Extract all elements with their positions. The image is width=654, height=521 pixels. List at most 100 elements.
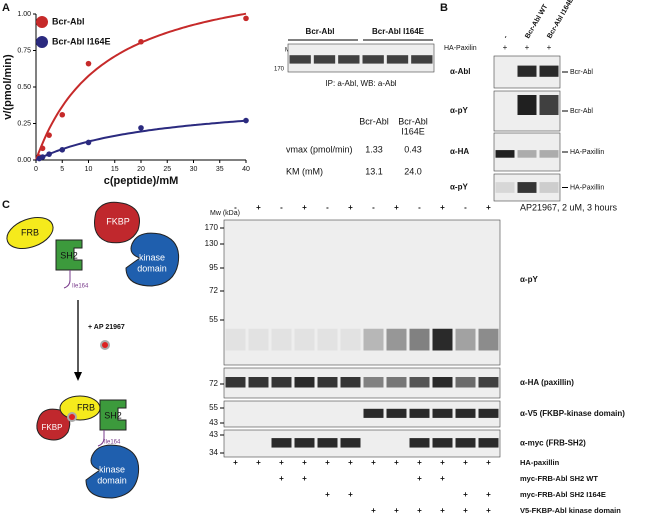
diagram-shapes: [6, 201, 180, 499]
mw-marker: 72: [209, 379, 218, 388]
data-point: [46, 132, 52, 138]
band: [409, 438, 430, 448]
data-point: [243, 117, 249, 124]
condition-label: myc-FRB-Abl SH2 WT: [520, 474, 598, 483]
panel-letter: B: [440, 2, 448, 14]
drug-label: + AP 21967: [88, 324, 125, 331]
x-tick-label: 35: [216, 166, 224, 173]
panel-letter: A: [2, 2, 10, 14]
band: [539, 95, 559, 115]
condition-mark: +: [233, 458, 238, 467]
x-tick-label: 10: [85, 166, 93, 173]
band: [409, 408, 430, 418]
data-point: [59, 146, 66, 153]
domain-label: FKBP: [42, 423, 63, 432]
drug-mark: +: [348, 203, 353, 212]
domain-label: FKBP: [106, 216, 130, 226]
band: [340, 377, 361, 388]
blot: [223, 367, 501, 399]
band: [539, 65, 559, 77]
band: [386, 377, 407, 388]
condition-mark: +: [371, 458, 376, 467]
band: [294, 377, 315, 388]
band: [289, 55, 311, 64]
legend-marker: [36, 16, 48, 28]
band: [495, 150, 515, 158]
row-label: KM (mM): [286, 166, 323, 176]
condition-mark: +: [348, 458, 353, 467]
y-tick-label: 1.00: [17, 11, 31, 18]
condition-mark: +: [256, 458, 261, 467]
band: [495, 182, 515, 193]
domain-label: domain: [137, 263, 167, 273]
condition-mark: +: [302, 458, 307, 467]
antibody-label: α-V5 (FKBP-kinase domain): [520, 409, 625, 418]
mw-marker: 43: [209, 418, 218, 427]
data-point: [46, 151, 52, 157]
band: [478, 328, 499, 351]
band: [455, 408, 476, 418]
band: [432, 438, 453, 448]
band: [225, 328, 246, 351]
condition-mark: +: [325, 490, 330, 499]
condition-mark: +: [463, 458, 468, 467]
band: [517, 65, 537, 77]
y-tick-label: 0.50: [17, 84, 31, 91]
band: [517, 182, 537, 193]
panel-letter: C: [2, 199, 10, 211]
band: [271, 438, 292, 448]
x-tick-label: 15: [111, 166, 119, 173]
antibody-label: α-pY: [520, 275, 538, 284]
band-label: HA-Paxillin: [570, 149, 604, 156]
data-point: [85, 139, 92, 146]
drug-mark: -: [372, 203, 375, 212]
drug-label: AP21967, 2 uM, 3 hours: [520, 202, 618, 212]
drug-mark: -: [464, 203, 467, 212]
mw-marker: 95: [209, 263, 218, 272]
x-tick-label: 20: [137, 166, 145, 173]
treatment-mark: +: [547, 43, 552, 52]
band: [294, 438, 315, 448]
condition-mark: +: [417, 474, 422, 483]
y-tick-label: 0.25: [17, 120, 31, 127]
table-cell: 0.43: [404, 144, 422, 154]
condition-mark: +: [348, 490, 353, 499]
x-axis-label: c(peptide)/mM: [104, 175, 179, 187]
table-cell: 24.0: [404, 166, 422, 176]
table-header: Bcr-Abl: [398, 116, 428, 126]
domain-label: kinase: [139, 252, 165, 262]
condition-mark: +: [486, 458, 491, 467]
mw-marker: 170: [274, 67, 285, 73]
treatment-mark: +: [503, 43, 508, 52]
drug-mark: +: [440, 203, 445, 212]
fit-curve: [35, 119, 247, 161]
band: [317, 438, 338, 448]
band: [271, 377, 292, 388]
residue-label: Ile164: [104, 440, 121, 446]
band: [478, 408, 499, 418]
antibody-label: α-Abl: [450, 67, 470, 76]
band: [455, 377, 476, 388]
data-point: [138, 125, 144, 131]
data-point: [59, 111, 66, 118]
band: [363, 328, 384, 351]
row-label: vmax (pmol/min): [286, 144, 353, 154]
condition-mark: +: [463, 506, 468, 515]
drug-mark: -: [280, 203, 283, 212]
x-tick-label: 5: [60, 166, 64, 173]
condition-mark: +: [394, 506, 399, 515]
antibody-label: α-HA: [450, 147, 469, 156]
group-label: Bcr-Abl I164E: [372, 27, 425, 36]
data-point: [243, 15, 249, 22]
x-tick-label: 40: [242, 166, 250, 173]
x-tick-label: 0: [34, 166, 38, 173]
table-header: Bcr-Abl: [359, 116, 389, 126]
domain-label: SH2: [104, 410, 122, 420]
band: [271, 328, 292, 351]
mw-marker: 55: [209, 315, 218, 324]
band-label: Bcr-Abl: [570, 108, 593, 115]
data-point: [85, 60, 92, 67]
band: [432, 328, 453, 351]
band: [363, 408, 384, 418]
mw-marker: 43: [209, 430, 218, 439]
